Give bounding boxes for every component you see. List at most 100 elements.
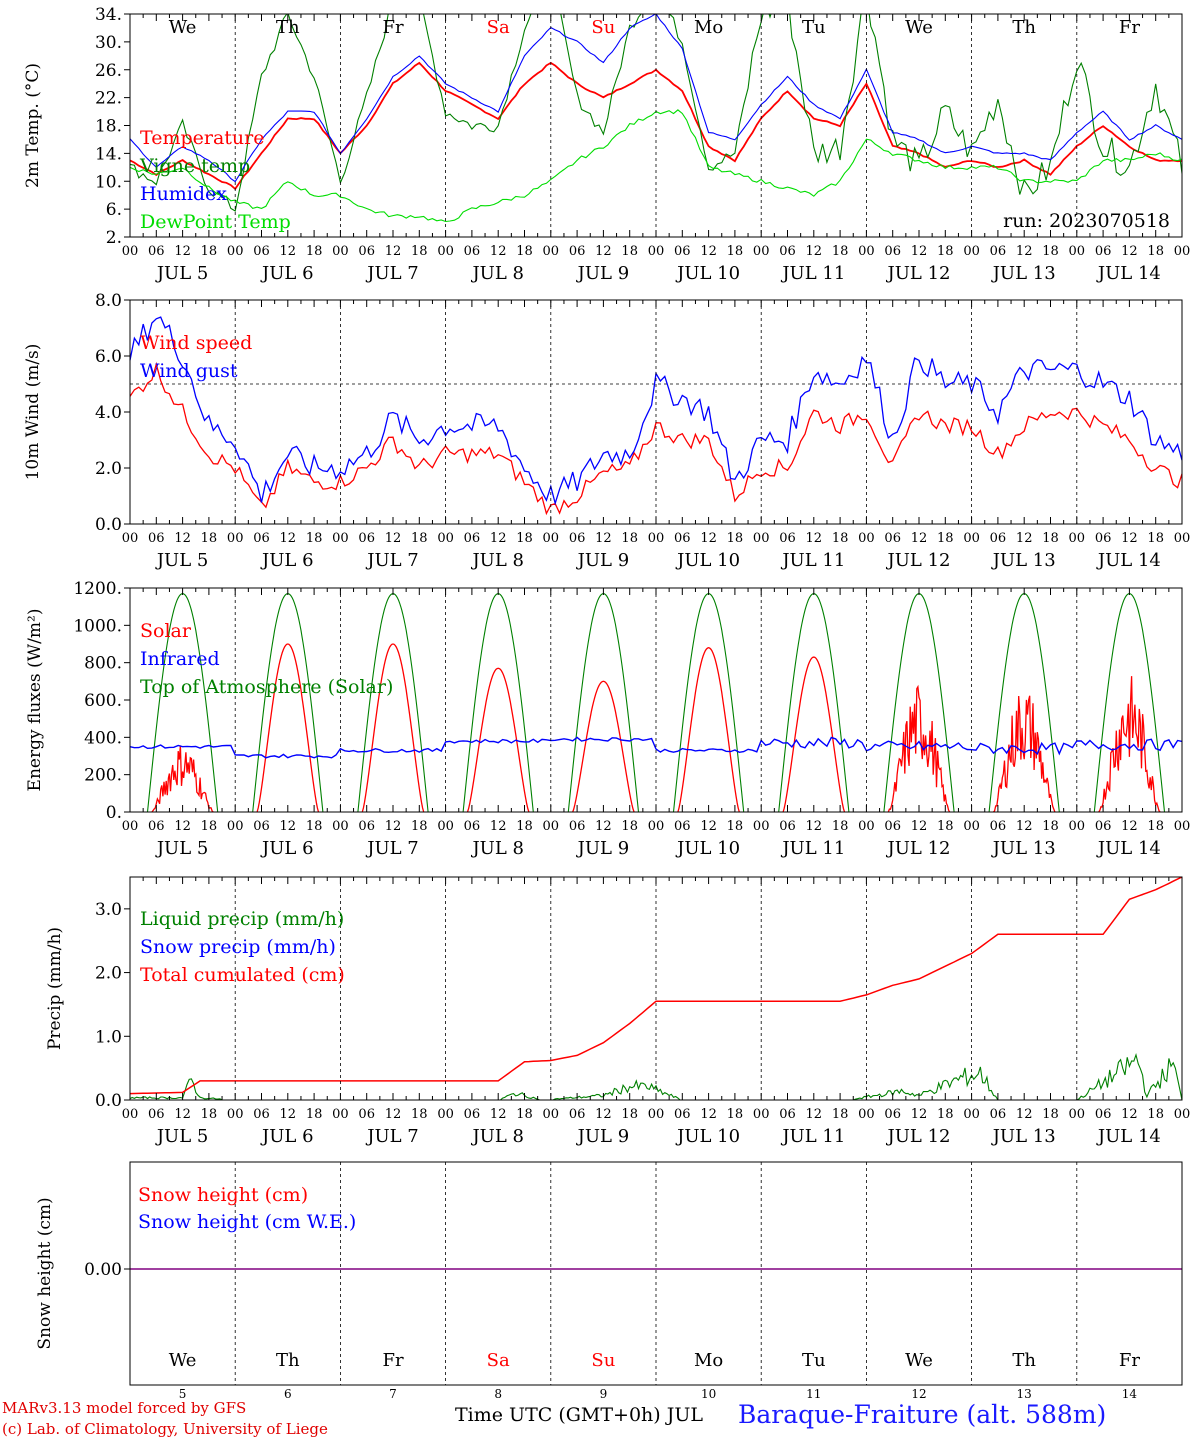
temperature-panel-y-tick-label: 18. xyxy=(95,117,122,137)
hour-tick-label: 18 xyxy=(516,1107,533,1122)
day-number-label: 10 xyxy=(701,1387,716,1401)
hour-tick-label: 06 xyxy=(884,819,901,834)
hour-tick-label: 18 xyxy=(832,819,849,834)
energy-panel-y-tick-label: 0. xyxy=(106,803,122,823)
hour-tick-label: 12 xyxy=(700,531,717,546)
hour-tick-label: 06 xyxy=(358,1107,375,1122)
wind-panel-y-tick-label: 4.0 xyxy=(95,403,122,423)
hour-tick-label: 18 xyxy=(516,531,533,546)
date-label: JUL 7 xyxy=(365,550,419,571)
hour-tick-label: 18 xyxy=(1147,819,1164,834)
hour-tick-label: 00 xyxy=(1174,819,1191,834)
hour-tick-label: 18 xyxy=(832,244,849,259)
day-number-label: 14 xyxy=(1122,1387,1138,1401)
hour-tick-label: 18 xyxy=(306,819,323,834)
hour-tick-label: 18 xyxy=(832,1107,849,1122)
date-label: JUL 6 xyxy=(260,550,314,571)
temperature-panel-y-tick-label: 30. xyxy=(95,33,122,53)
hour-tick-label: 06 xyxy=(253,1107,270,1122)
hour-tick-label: 18 xyxy=(937,244,954,259)
hour-tick-label: 00 xyxy=(437,819,454,834)
temperature-panel-y-tick-label: 34. xyxy=(95,5,122,25)
weekday-label: Mo xyxy=(694,17,723,38)
date-label: JUL 8 xyxy=(470,838,524,859)
hour-tick-label: 12 xyxy=(174,244,191,259)
series-solar-day xyxy=(466,667,530,813)
date-label: JUL 10 xyxy=(675,263,740,284)
hour-tick-label: 06 xyxy=(464,244,481,259)
legend-total-cumulated-cm-: Total cumulated (cm) xyxy=(140,964,345,986)
date-label: JUL 9 xyxy=(576,550,630,571)
wind-panel-y-axis-label: 10m Wind (m/s) xyxy=(23,344,43,481)
hour-tick-label: 00 xyxy=(332,1107,349,1122)
hour-tick-label: 18 xyxy=(727,531,744,546)
model-line-1: MARv3.13 model forced by GFS xyxy=(2,1399,247,1417)
hour-tick-label: 00 xyxy=(858,819,875,834)
hour-tick-label: 00 xyxy=(332,819,349,834)
hour-tick-label: 18 xyxy=(201,531,218,546)
date-label: JUL 5 xyxy=(155,263,209,284)
legend-dewpoint-temp: DewPoint Temp xyxy=(140,211,291,233)
weekday-label: Fr xyxy=(1119,17,1140,38)
hour-tick-label: 18 xyxy=(411,819,428,834)
hour-tick-label: 18 xyxy=(1042,244,1059,259)
hour-tick-label: 12 xyxy=(1121,244,1138,259)
date-label: JUL 14 xyxy=(1096,838,1161,859)
hour-tick-label: 06 xyxy=(990,244,1007,259)
hour-tick-label: 18 xyxy=(306,1107,323,1122)
hour-tick-label: 06 xyxy=(1095,244,1112,259)
hour-tick-label: 12 xyxy=(806,819,823,834)
hour-tick-label: 06 xyxy=(884,531,901,546)
hour-tick-label: 12 xyxy=(911,531,928,546)
weekday-label: Fr xyxy=(382,17,403,38)
date-label: JUL 7 xyxy=(365,838,419,859)
date-label: JUL 9 xyxy=(576,263,630,284)
hour-tick-label: 18 xyxy=(201,244,218,259)
date-label: JUL 8 xyxy=(470,550,524,571)
hour-tick-label: 12 xyxy=(806,244,823,259)
hour-tick-label: 18 xyxy=(411,531,428,546)
station-name: Baraque-Fraiture (alt. 588m) xyxy=(738,1400,1107,1429)
date-label: JUL 11 xyxy=(780,263,845,284)
snow-panel-y-axis-label: Snow height (cm) xyxy=(35,1197,55,1349)
date-label: JUL 14 xyxy=(1096,1126,1161,1147)
date-label: JUL 6 xyxy=(260,838,314,859)
date-label: JUL 10 xyxy=(675,550,740,571)
hour-tick-label: 18 xyxy=(832,531,849,546)
hour-tick-label: 00 xyxy=(963,244,980,259)
date-label: JUL 9 xyxy=(576,838,630,859)
hour-tick-label: 00 xyxy=(332,244,349,259)
hour-tick-label: 06 xyxy=(674,819,691,834)
weekday-label: Mo xyxy=(694,1350,723,1371)
hour-tick-label: 00 xyxy=(543,244,560,259)
hour-tick-label: 12 xyxy=(385,244,402,259)
day-number-label: 6 xyxy=(284,1387,292,1401)
date-label: JUL 11 xyxy=(780,838,845,859)
date-label: JUL 6 xyxy=(260,263,314,284)
hour-tick-label: 18 xyxy=(937,1107,954,1122)
weekday-label: Fr xyxy=(1119,1350,1140,1371)
series-humidex xyxy=(130,14,1182,183)
hour-tick-label: 00 xyxy=(227,819,244,834)
hour-tick-label: 12 xyxy=(1121,531,1138,546)
hour-tick-label: 00 xyxy=(1174,1107,1191,1122)
hour-tick-label: 00 xyxy=(1069,531,1086,546)
weekday-label: Fr xyxy=(382,1350,403,1371)
hour-tick-label: 12 xyxy=(1121,1107,1138,1122)
hour-tick-label: 12 xyxy=(1016,531,1033,546)
energy-panel-y-tick-label: 400. xyxy=(84,728,122,748)
hour-tick-label: 00 xyxy=(437,531,454,546)
date-label: JUL 8 xyxy=(470,1126,524,1147)
hour-tick-label: 18 xyxy=(727,819,744,834)
date-label: JUL 7 xyxy=(365,1126,419,1147)
energy-panel-y-tick-label: 1200. xyxy=(73,579,122,599)
hour-tick-label: 12 xyxy=(280,1107,297,1122)
hour-tick-label: 18 xyxy=(1042,531,1059,546)
series-solar-day xyxy=(151,745,214,813)
hour-tick-label: 18 xyxy=(1147,244,1164,259)
hour-tick-label: 18 xyxy=(516,819,533,834)
series-solar-day xyxy=(993,695,1056,813)
hour-tick-label: 12 xyxy=(490,819,507,834)
series-solar-day xyxy=(782,656,846,813)
hour-tick-label: 18 xyxy=(1042,819,1059,834)
